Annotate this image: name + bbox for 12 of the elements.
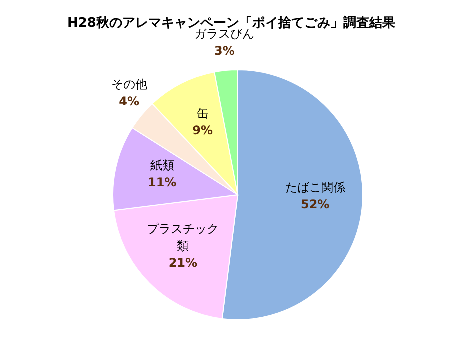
data-label: 4% bbox=[119, 94, 140, 109]
slice-label: 紙類 bbox=[150, 158, 174, 173]
slice-label: たばこ関係 bbox=[285, 180, 346, 194]
slice-label: その他 bbox=[111, 78, 148, 92]
data-label: 9% bbox=[192, 123, 214, 138]
data-label: 21% bbox=[168, 256, 198, 270]
data-label: 52% bbox=[300, 197, 330, 212]
slice-label: ガラスびん bbox=[194, 27, 255, 42]
data-label: 3% bbox=[214, 44, 235, 58]
data-label: 11% bbox=[148, 176, 177, 190]
slice-label: 缶 bbox=[196, 106, 209, 120]
slice-label: プラスチック類 bbox=[147, 222, 220, 253]
